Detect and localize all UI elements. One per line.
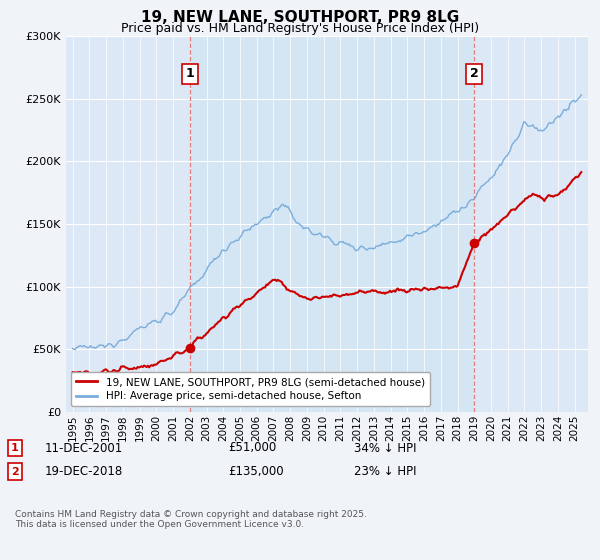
Text: Contains HM Land Registry data © Crown copyright and database right 2025.
This d: Contains HM Land Registry data © Crown c… (15, 510, 367, 529)
Text: 1: 1 (185, 67, 194, 81)
Text: 19, NEW LANE, SOUTHPORT, PR9 8LG: 19, NEW LANE, SOUTHPORT, PR9 8LG (141, 10, 459, 25)
Text: 2: 2 (470, 67, 479, 81)
Bar (190, 36, 474, 412)
Text: 2: 2 (11, 466, 19, 477)
Text: 34% ↓ HPI: 34% ↓ HPI (354, 441, 416, 455)
Text: Price paid vs. HM Land Registry's House Price Index (HPI): Price paid vs. HM Land Registry's House … (121, 22, 479, 35)
Text: £51,000: £51,000 (228, 441, 276, 455)
Text: 19-DEC-2018: 19-DEC-2018 (45, 465, 123, 478)
Legend: 19, NEW LANE, SOUTHPORT, PR9 8LG (semi-detached house), HPI: Average price, semi: 19, NEW LANE, SOUTHPORT, PR9 8LG (semi-d… (71, 372, 430, 407)
Text: 11-DEC-2001: 11-DEC-2001 (45, 441, 123, 455)
Text: 23% ↓ HPI: 23% ↓ HPI (354, 465, 416, 478)
Text: £135,000: £135,000 (228, 465, 284, 478)
Text: 1: 1 (11, 443, 19, 453)
